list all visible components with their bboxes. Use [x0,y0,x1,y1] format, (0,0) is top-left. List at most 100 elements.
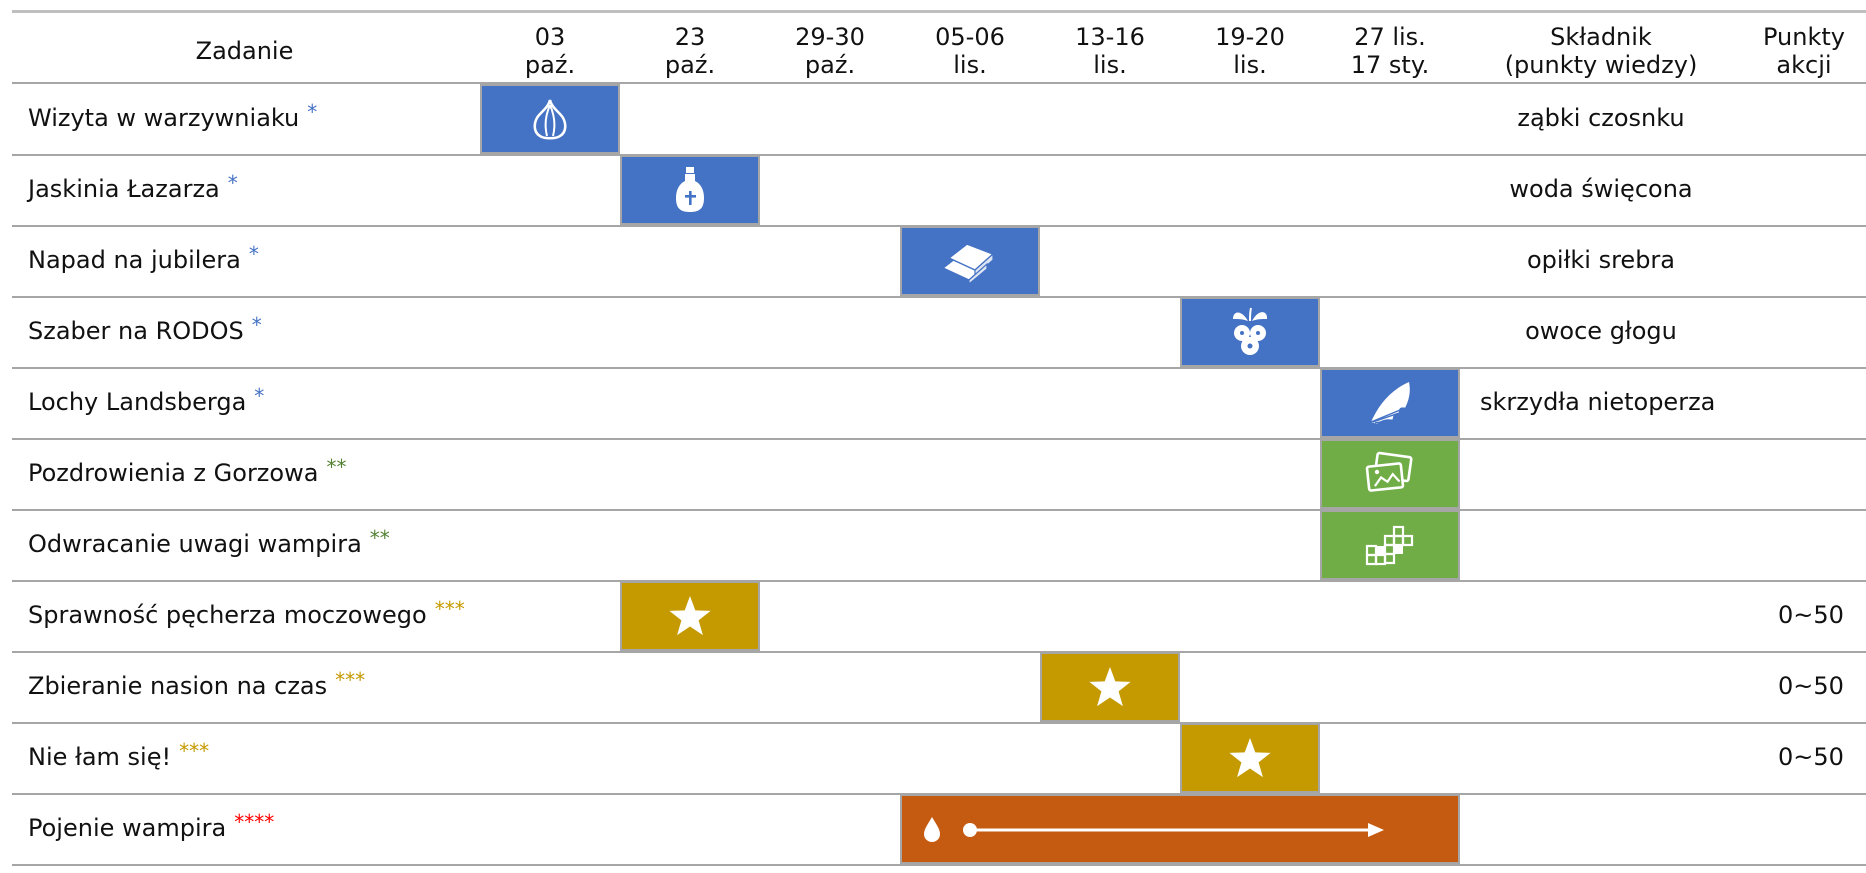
difficulty-stars: *** [179,739,210,763]
difficulty-stars: ** [326,455,347,479]
header-date-line2: paź. [524,51,576,79]
blood-drop-arrow-icon [920,814,1440,844]
header-points-line2: akcji [1776,51,1832,79]
header-date-line1: 05-06 [935,23,1005,51]
header-date-line1: 23 [674,23,706,51]
silver-bars-icon [939,238,1001,284]
ingredient-label: owoce głogu [1525,317,1677,345]
task-schedule-cell [1180,297,1320,367]
row-divider [12,580,1866,582]
ingredient-label: woda święcona [1509,175,1693,203]
header-ingredient-line1: Składnik [1550,23,1652,51]
task-name: Szaber na RODOS [28,317,244,345]
header-date-4: 05-06 lis. [900,20,1040,82]
task-label: Odwracanie uwagi wampira ** [28,510,390,578]
header-date-6: 19-20 lis. [1180,20,1320,82]
star-icon [1228,737,1272,779]
task-label: Jaskinia Łazarza * [28,155,238,223]
postcards-icon [1362,451,1418,497]
row-divider [12,864,1866,866]
header-date-line1: 29-30 [795,23,865,51]
action-points-value: 0~50 [1778,743,1844,771]
task-schedule-cell [480,84,620,154]
holy-water-bottle-icon [670,165,710,215]
header-date-7: 27 lis. 17 sty. [1320,20,1460,82]
task-label: Zbieranie nasion na czas *** [28,652,365,720]
difficulty-stars: * [307,100,318,124]
header-points-line1: Punkty [1763,23,1845,51]
difficulty-stars: ** [369,526,390,550]
task-schedule-cell [620,581,760,651]
grid-squares-icon [1364,524,1416,566]
task-label: Lochy Landsberga * [28,368,264,436]
task-label: Wizyta w warzywniaku * [28,84,317,152]
task-schedule-cell [900,794,1460,864]
task-label: Pozdrowienia z Gorzowa ** [28,439,346,507]
task-name: Zbieranie nasion na czas [28,672,328,700]
difficulty-stars: *** [434,597,465,621]
difficulty-stars: *** [335,668,366,692]
header-date-line1: 03 [534,23,566,51]
garlic-icon [527,96,573,142]
task-name: Pozdrowienia z Gorzowa [28,459,319,487]
header-date-3: 29-30 paź. [760,20,900,82]
row-divider [12,154,1866,156]
star-icon [1088,666,1132,708]
header-date-1: 03 paź. [480,20,620,82]
task-name: Odwracanie uwagi wampira [28,530,362,558]
star-icon [668,595,712,637]
header-task-label: Zadanie [195,37,294,65]
header-date-line2: paź. [804,51,856,79]
difficulty-stars: * [227,171,238,195]
task-label: Pojenie wampira **** [28,794,274,862]
task-schedule-cell [620,155,760,225]
row-divider [12,722,1866,724]
row-divider [12,367,1866,369]
task-label: Szaber na RODOS * [28,297,262,365]
task-schedule-cell [900,226,1040,296]
row-divider [12,651,1866,653]
task-name: Jaskinia Łazarza [28,175,220,203]
task-schedule-cell [1320,368,1460,438]
task-schedule-cell [1180,723,1320,793]
header-ingredient: Składnik (punkty wiedzy) [1460,20,1742,82]
header-date-line1: 27 lis. [1354,23,1426,51]
header-date-line2: 17 sty. [1350,51,1430,79]
action-points-value: 0~50 [1778,601,1844,629]
header-date-line2: lis. [1093,51,1127,79]
task-schedule-cell [1320,439,1460,509]
row-divider [12,438,1866,440]
difficulty-stars: * [251,313,262,337]
header-date-2: 23 paź. [620,20,760,82]
difficulty-stars: **** [234,810,275,834]
task-name: Napad na jubilera [28,246,241,274]
ingredient-label: opiłki srebra [1526,246,1676,274]
hawthorn-berries-icon [1227,305,1273,359]
task-label: Sprawność pęcherza moczowego *** [28,581,465,649]
header-points: Punkty akcji [1742,20,1866,82]
header-date-line2: lis. [1233,51,1267,79]
header-ingredient-line2: (punkty wiedzy) [1504,51,1698,79]
header-date-line1: 13-16 [1075,23,1145,51]
difficulty-stars: * [248,242,259,266]
task-label: Nie łam się! *** [28,723,209,791]
header-date-line2: lis. [953,51,987,79]
action-points-value: 0~50 [1778,672,1844,700]
task-schedule-cell [1320,510,1460,580]
task-schedule-cell [1040,652,1180,722]
header-date-line1: 19-20 [1215,23,1285,51]
task-name: Pojenie wampira [28,814,227,842]
ingredient-label: ząbki czosnku [1517,104,1685,132]
task-name: Nie łam się! [28,743,172,771]
header-date-line2: paź. [664,51,716,79]
ingredient-label: skrzydła nietoperza [1480,388,1716,416]
row-divider [12,296,1866,298]
task-label: Napad na jubilera * [28,226,259,294]
row-divider [12,509,1866,511]
header-divider [12,82,1866,84]
task-name: Sprawność pęcherza moczowego [28,601,427,629]
task-name: Wizyta w warzywniaku [28,104,300,132]
task-name: Lochy Landsberga [28,388,247,416]
header-task: Zadanie [12,20,477,82]
